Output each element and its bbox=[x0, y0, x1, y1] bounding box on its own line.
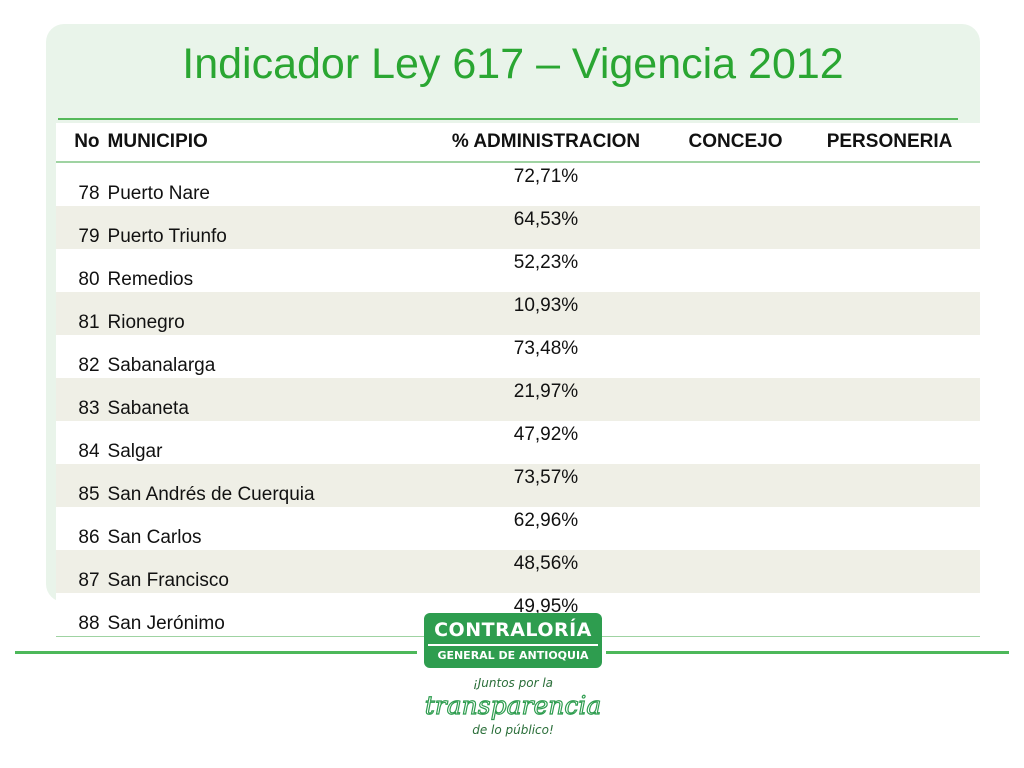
cell-administracion: 72,71% bbox=[419, 162, 672, 206]
column-header-concejo: CONCEJO bbox=[671, 123, 800, 163]
table-row: 84 Salgar 47,92% bbox=[56, 421, 980, 464]
table-row: 80 Remedios 52,23% bbox=[56, 249, 980, 292]
slide-title: Indicador Ley 617 – Vigencia 2012 bbox=[182, 40, 844, 88]
cell-no: 78 bbox=[56, 162, 106, 206]
cell-personeria bbox=[799, 249, 980, 292]
cell-administracion: 73,57% bbox=[419, 464, 672, 507]
column-header-administracion: % ADMINISTRACION bbox=[419, 123, 672, 163]
footer-divider-left bbox=[15, 651, 417, 654]
table-row: 79 Puerto Triunfo 64,53% bbox=[56, 206, 980, 249]
logo-subtitle: GENERAL DE ANTIOQUIA bbox=[428, 644, 598, 663]
footer-divider-right bbox=[606, 651, 1009, 654]
cell-no: 80 bbox=[56, 249, 106, 292]
cell-municipio: Salgar bbox=[105, 421, 420, 464]
cell-administracion: 64,53% bbox=[419, 206, 672, 249]
cell-concejo bbox=[671, 206, 800, 249]
cell-concejo bbox=[671, 162, 800, 206]
slogan-line-2: transparencia bbox=[424, 690, 602, 720]
cell-personeria bbox=[799, 464, 980, 507]
cell-municipio: San Andrés de Cuerquia bbox=[105, 464, 420, 507]
column-header-personeria: PERSONERIA bbox=[799, 123, 980, 163]
cell-administracion: 48,56% bbox=[419, 550, 672, 593]
table-row: 87 San Francisco 48,56% bbox=[56, 550, 980, 593]
cell-personeria bbox=[799, 507, 980, 550]
table-row: 85 San Andrés de Cuerquia 73,57% bbox=[56, 464, 980, 507]
cell-personeria bbox=[799, 335, 980, 378]
cell-personeria bbox=[799, 292, 980, 335]
table-header-row: No MUNICIPIO % ADMINISTRACION CONCEJO PE… bbox=[56, 123, 980, 163]
slogan-line-1: ¡Juntos por la bbox=[472, 676, 554, 690]
indicator-table: No MUNICIPIO % ADMINISTRACION CONCEJO PE… bbox=[56, 123, 980, 637]
cell-no: 82 bbox=[56, 335, 106, 378]
cell-personeria bbox=[799, 378, 980, 421]
logo-badge: CONTRALORÍA GENERAL DE ANTIOQUIA bbox=[424, 613, 602, 668]
cell-municipio: San Carlos bbox=[105, 507, 420, 550]
cell-concejo bbox=[671, 335, 800, 378]
contraloria-logo: CONTRALORÍA GENERAL DE ANTIOQUIA ¡Juntos… bbox=[424, 613, 602, 737]
cell-administracion: 62,96% bbox=[419, 507, 672, 550]
cell-concejo bbox=[671, 249, 800, 292]
column-header-municipio: MUNICIPIO bbox=[105, 123, 420, 163]
cell-no: 79 bbox=[56, 206, 106, 249]
cell-municipio: Rionegro bbox=[105, 292, 420, 335]
cell-concejo bbox=[671, 292, 800, 335]
cell-administracion: 73,48% bbox=[419, 335, 672, 378]
cell-no: 84 bbox=[56, 421, 106, 464]
cell-concejo bbox=[671, 593, 800, 637]
cell-no: 81 bbox=[56, 292, 106, 335]
cell-personeria bbox=[799, 593, 980, 637]
cell-no: 83 bbox=[56, 378, 106, 421]
slogan-line-3: de lo público! bbox=[472, 723, 554, 737]
cell-personeria bbox=[799, 421, 980, 464]
cell-personeria bbox=[799, 162, 980, 206]
cell-municipio: San Jerónimo bbox=[105, 593, 420, 637]
cell-concejo bbox=[671, 464, 800, 507]
cell-concejo bbox=[671, 421, 800, 464]
cell-municipio: Sabanalarga bbox=[105, 335, 420, 378]
cell-municipio: San Francisco bbox=[105, 550, 420, 593]
cell-municipio: Puerto Triunfo bbox=[105, 206, 420, 249]
cell-no: 88 bbox=[56, 593, 106, 637]
cell-municipio: Remedios bbox=[105, 249, 420, 292]
cell-municipio: Puerto Nare bbox=[105, 162, 420, 206]
cell-no: 87 bbox=[56, 550, 106, 593]
table-row: 86 San Carlos 62,96% bbox=[56, 507, 980, 550]
cell-administracion: 10,93% bbox=[419, 292, 672, 335]
cell-municipio: Sabaneta bbox=[105, 378, 420, 421]
cell-personeria bbox=[799, 206, 980, 249]
cell-personeria bbox=[799, 550, 980, 593]
title-divider bbox=[58, 118, 958, 120]
cell-no: 86 bbox=[56, 507, 106, 550]
table-row: 78 Puerto Nare 72,71% bbox=[56, 162, 980, 206]
cell-concejo bbox=[671, 550, 800, 593]
table-row: 81 Rionegro 10,93% bbox=[56, 292, 980, 335]
cell-concejo bbox=[671, 378, 800, 421]
table-row: 83 Sabaneta 21,97% bbox=[56, 378, 980, 421]
cell-administracion: 21,97% bbox=[419, 378, 672, 421]
cell-no: 85 bbox=[56, 464, 106, 507]
cell-concejo bbox=[671, 507, 800, 550]
column-header-no: No bbox=[56, 123, 106, 163]
cell-administracion: 47,92% bbox=[419, 421, 672, 464]
logo-name: CONTRALORÍA bbox=[434, 619, 592, 641]
table-row: 82 Sabanalarga 73,48% bbox=[56, 335, 980, 378]
cell-administracion: 52,23% bbox=[419, 249, 672, 292]
